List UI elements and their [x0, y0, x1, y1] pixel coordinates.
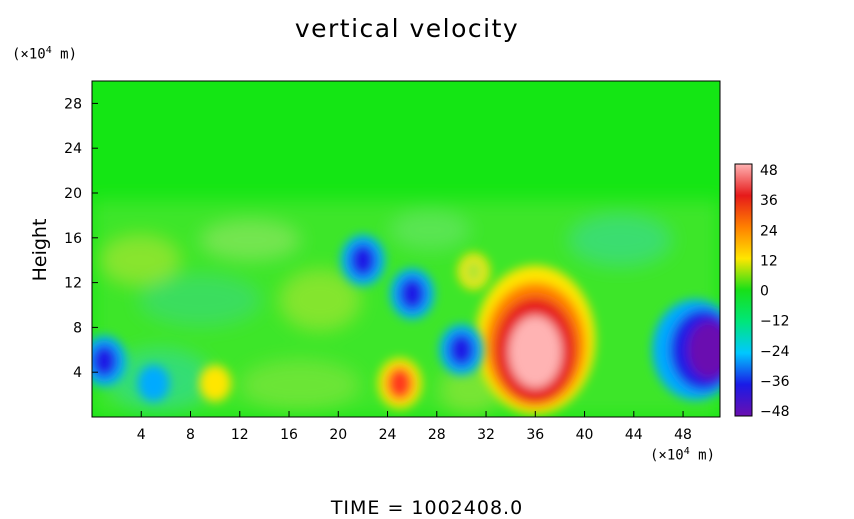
y-tick-label: 8	[73, 320, 82, 336]
colorbar-tick-label: 0	[760, 284, 769, 300]
y-tick-label: 16	[64, 231, 82, 247]
colorbar: 48 36 24 12 0 −12 −24 −36 −48	[734, 163, 790, 420]
y-tick-label: 4	[73, 365, 82, 381]
feature-blob	[137, 365, 170, 402]
x-tick-label: 12	[231, 427, 249, 443]
colorbar-tick-label: −24	[760, 344, 790, 360]
x-tick-label: 20	[329, 427, 347, 443]
y-tick-label: 28	[64, 96, 82, 112]
colorbar-tick-label: −36	[760, 374, 790, 390]
colorbar-tick-label: 48	[760, 163, 778, 179]
x-tick-label: 16	[280, 427, 298, 443]
feature-blob	[475, 265, 596, 415]
x-tick-label: 48	[674, 427, 692, 443]
feature-blob	[390, 268, 435, 320]
colorbar-ticks: 48 36 24 12 0 −12 −24 −36 −48	[760, 163, 790, 420]
x-axis-unit: (×104 m)	[650, 446, 716, 464]
x-tick-label: 32	[477, 427, 495, 443]
y-axis-unit: (×104 m)	[12, 45, 78, 63]
y-axis: 4 8 12 16 20 24 28	[64, 96, 98, 381]
feature-blob	[439, 324, 484, 376]
chart-title: vertical velocity	[294, 14, 520, 43]
x-tick-label: 40	[576, 427, 594, 443]
feature-blob	[377, 358, 422, 409]
x-tick-label: 36	[526, 427, 544, 443]
plot-frame	[91, 80, 721, 418]
feature-blob	[340, 234, 385, 286]
x-tick-label: 28	[428, 427, 446, 443]
colorbar-tick-label: 36	[760, 193, 778, 209]
feature-blob	[92, 335, 127, 387]
x-tick-label: 4	[137, 427, 146, 443]
y-tick-label: 20	[64, 186, 82, 202]
y-tick-label: 12	[64, 276, 82, 292]
x-tick-label: 24	[379, 427, 397, 443]
x-tick-label: 8	[186, 427, 195, 443]
colorbar-tick-label: −48	[760, 404, 790, 420]
feature-layer	[92, 234, 720, 415]
x-tick-label: 44	[625, 427, 643, 443]
colorbar-tick-label: 12	[760, 253, 778, 269]
time-label: TIME = 1002408.0	[330, 497, 524, 519]
y-tick-label: 24	[64, 141, 82, 157]
colorbar-tick-label: 24	[760, 223, 778, 239]
feature-blob	[457, 253, 490, 290]
colorbar-gradient	[734, 163, 753, 417]
feature-blob	[199, 365, 232, 402]
colorbar-tick-label: −12	[760, 314, 790, 330]
feature-blob	[652, 299, 720, 401]
x-axis: 4 8 12 16 20 24 28 32 36 40 44 48	[137, 411, 692, 443]
